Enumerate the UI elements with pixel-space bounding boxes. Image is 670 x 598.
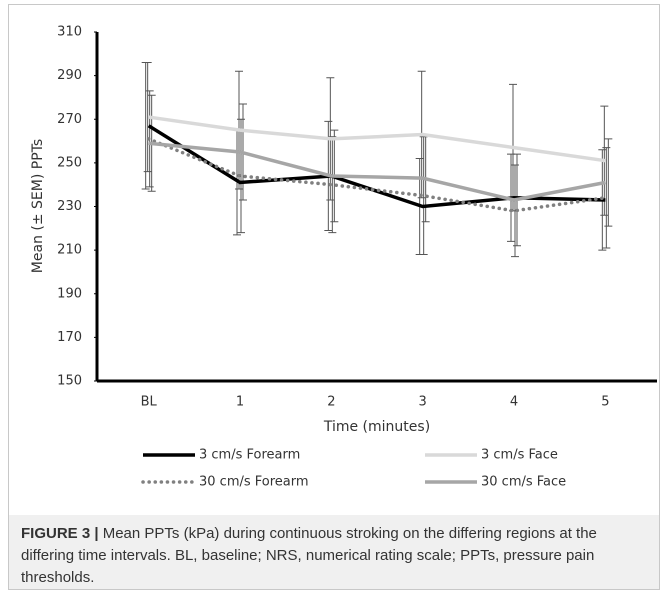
y-tick-label: 170 <box>57 330 82 345</box>
caption-label: FIGURE 3 | <box>21 525 99 542</box>
y-tick-label: 270 <box>57 112 82 127</box>
y-tick-label: 210 <box>57 243 82 258</box>
y-tick-label: 150 <box>57 374 82 389</box>
series-line <box>148 141 606 202</box>
error-bar <box>328 136 337 234</box>
chart: Mean (± SEM) PPTs Time (minutes) 150 170 1… <box>30 25 657 490</box>
legend-label: 3 cm/s Forearm <box>199 448 300 463</box>
x-tick-label: 4 <box>510 395 518 410</box>
caption: FIGURE 3 | Mean PPTs (kPa) during contin… <box>9 515 659 589</box>
y-tick-label: 190 <box>57 286 82 301</box>
error-bar <box>237 118 245 234</box>
figure-frame <box>8 4 660 590</box>
y-tick-label: 290 <box>57 68 82 83</box>
y-axis-label: Mean (± SEM) PPTs <box>30 139 46 273</box>
error-bar <box>602 147 611 249</box>
error-bar <box>604 138 613 227</box>
x-tick-label: 3 <box>419 395 427 410</box>
series-line <box>146 137 608 213</box>
x-tick-label: BL <box>141 395 158 410</box>
x-axis-label: Time (minutes) <box>323 419 430 435</box>
x-tick-label: 2 <box>327 395 335 410</box>
error-bar <box>143 62 152 173</box>
error-bar <box>511 164 519 258</box>
caption-text: Mean PPTs (kPa) during continuous stroki… <box>21 525 597 586</box>
legend-label: 30 cm/s Forearm <box>199 475 309 490</box>
y-tick-label: 310 <box>57 25 82 40</box>
error-bar <box>141 62 150 190</box>
legend-label: 3 cm/s Face <box>481 448 558 463</box>
series-line <box>148 115 606 163</box>
x-tick-label: 1 <box>236 395 244 410</box>
x-tick-label: 5 <box>601 395 609 410</box>
y-tick-label: 250 <box>57 155 82 170</box>
y-tick-label: 230 <box>57 199 82 214</box>
legend-label: 30 cm/s Face <box>481 475 566 490</box>
